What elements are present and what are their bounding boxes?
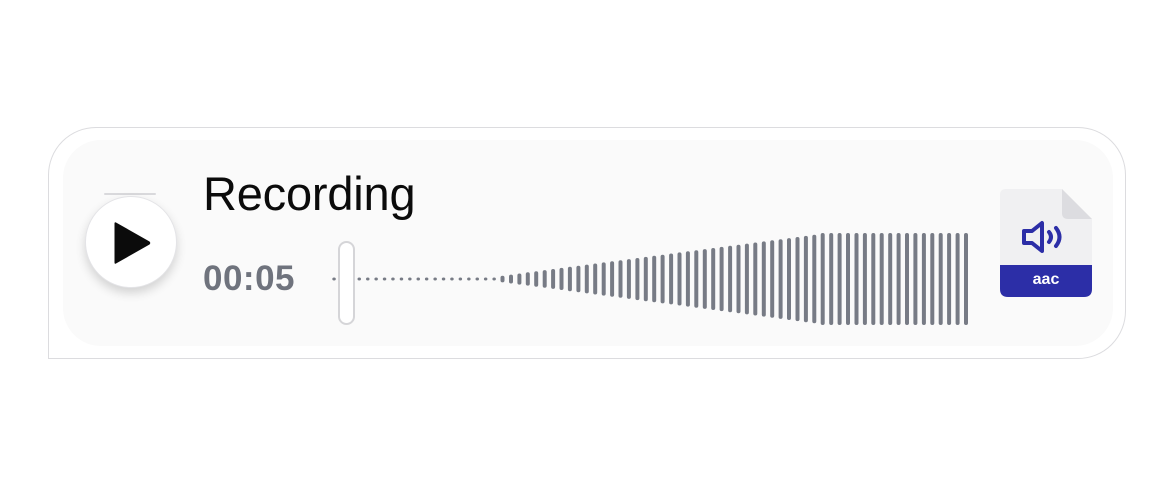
waveform-bar (719, 246, 724, 312)
waveform-bar (593, 263, 598, 295)
speaker-icon (1022, 221, 1062, 253)
waveform-bar (458, 277, 463, 281)
waveform-bar (787, 238, 791, 320)
waveform-bar (685, 251, 690, 307)
waveform-bar (374, 277, 378, 281)
waveform-bar (896, 233, 901, 325)
waveform-bar (450, 277, 454, 281)
waveform-bar (702, 249, 707, 309)
waveform-bar (846, 233, 850, 325)
waveform-bar (938, 233, 943, 325)
waveform-bar (408, 277, 412, 281)
waveform-bar (584, 264, 589, 294)
waveform-bar (366, 277, 370, 281)
waveform-bar (509, 274, 513, 284)
waveform-bar (576, 265, 581, 293)
waveform-bar (332, 277, 336, 281)
waveform-bar (913, 233, 918, 325)
waveform-bar (660, 254, 665, 304)
waveform-bar (441, 277, 446, 281)
waveform-bar (652, 255, 657, 303)
play-button-divider (104, 193, 156, 195)
waveform-bar (761, 241, 766, 317)
waveform-bar (424, 277, 429, 281)
waveform-bar (955, 233, 960, 325)
waveform-bar (669, 253, 674, 305)
elapsed-time: 00:05 (203, 259, 296, 298)
recording-title: Recording (203, 167, 416, 220)
waveform-bar (744, 243, 749, 315)
waveform-bar (812, 234, 817, 324)
waveform-bar (542, 270, 547, 288)
waveform-bar (770, 240, 775, 318)
waveform-bar (854, 233, 859, 325)
waveform-bar (517, 273, 522, 285)
waveform-bar (610, 261, 615, 297)
waveform-bar (862, 233, 867, 325)
waveform-bar (837, 233, 842, 325)
waveform-bar (433, 277, 437, 281)
waveform-bar (871, 233, 876, 325)
waveform-bar (711, 248, 716, 310)
waveform-bar (921, 233, 926, 325)
waveform-bar (753, 242, 758, 316)
waveform-bar (778, 239, 783, 319)
waveform-bar (736, 244, 741, 314)
waveform-bar (567, 266, 572, 292)
waveform-bar (357, 277, 361, 281)
waveform-bar (694, 250, 699, 308)
playback-scrubber-handle[interactable] (338, 241, 355, 325)
waveform-bar (635, 258, 640, 301)
waveform-bar (382, 277, 387, 281)
waveform-bar (467, 277, 471, 281)
waveform-bar (677, 252, 682, 306)
waveform-bar (416, 277, 420, 281)
waveform-bar (905, 233, 909, 325)
play-icon (114, 222, 151, 264)
waveform-bar (551, 269, 556, 289)
waveform-bar (626, 259, 631, 299)
waveform-bar (391, 277, 395, 281)
waveform-bar (399, 277, 404, 281)
waveform-bar (930, 233, 935, 325)
waveform-bar (795, 237, 800, 322)
waveform-bar (829, 233, 834, 325)
voice-message-body (63, 140, 1113, 346)
waveform-bar (601, 262, 606, 296)
play-button-container (85, 196, 177, 288)
waveform-bar (475, 277, 479, 281)
waveform-bar (534, 271, 539, 287)
waveform-bar (559, 267, 564, 290)
play-button[interactable] (85, 196, 177, 288)
waveform-bar (964, 233, 968, 325)
file-extension-label: aac (1032, 271, 1060, 288)
waveform-bar (803, 235, 808, 323)
waveform-bar (492, 277, 496, 281)
waveform-bar (728, 245, 733, 313)
waveform-bar (483, 277, 488, 281)
waveform-bar (525, 272, 530, 286)
waveform-bar (618, 260, 623, 298)
waveform-bar (643, 256, 648, 302)
waveform-bar (879, 233, 884, 325)
waveform-bar (820, 233, 825, 325)
waveform-bar (500, 275, 505, 283)
waveform-bar (947, 233, 952, 325)
waveform-bar (888, 233, 893, 325)
voice-message-card (48, 127, 1126, 359)
audio-file-icon[interactable] (1000, 189, 1092, 297)
